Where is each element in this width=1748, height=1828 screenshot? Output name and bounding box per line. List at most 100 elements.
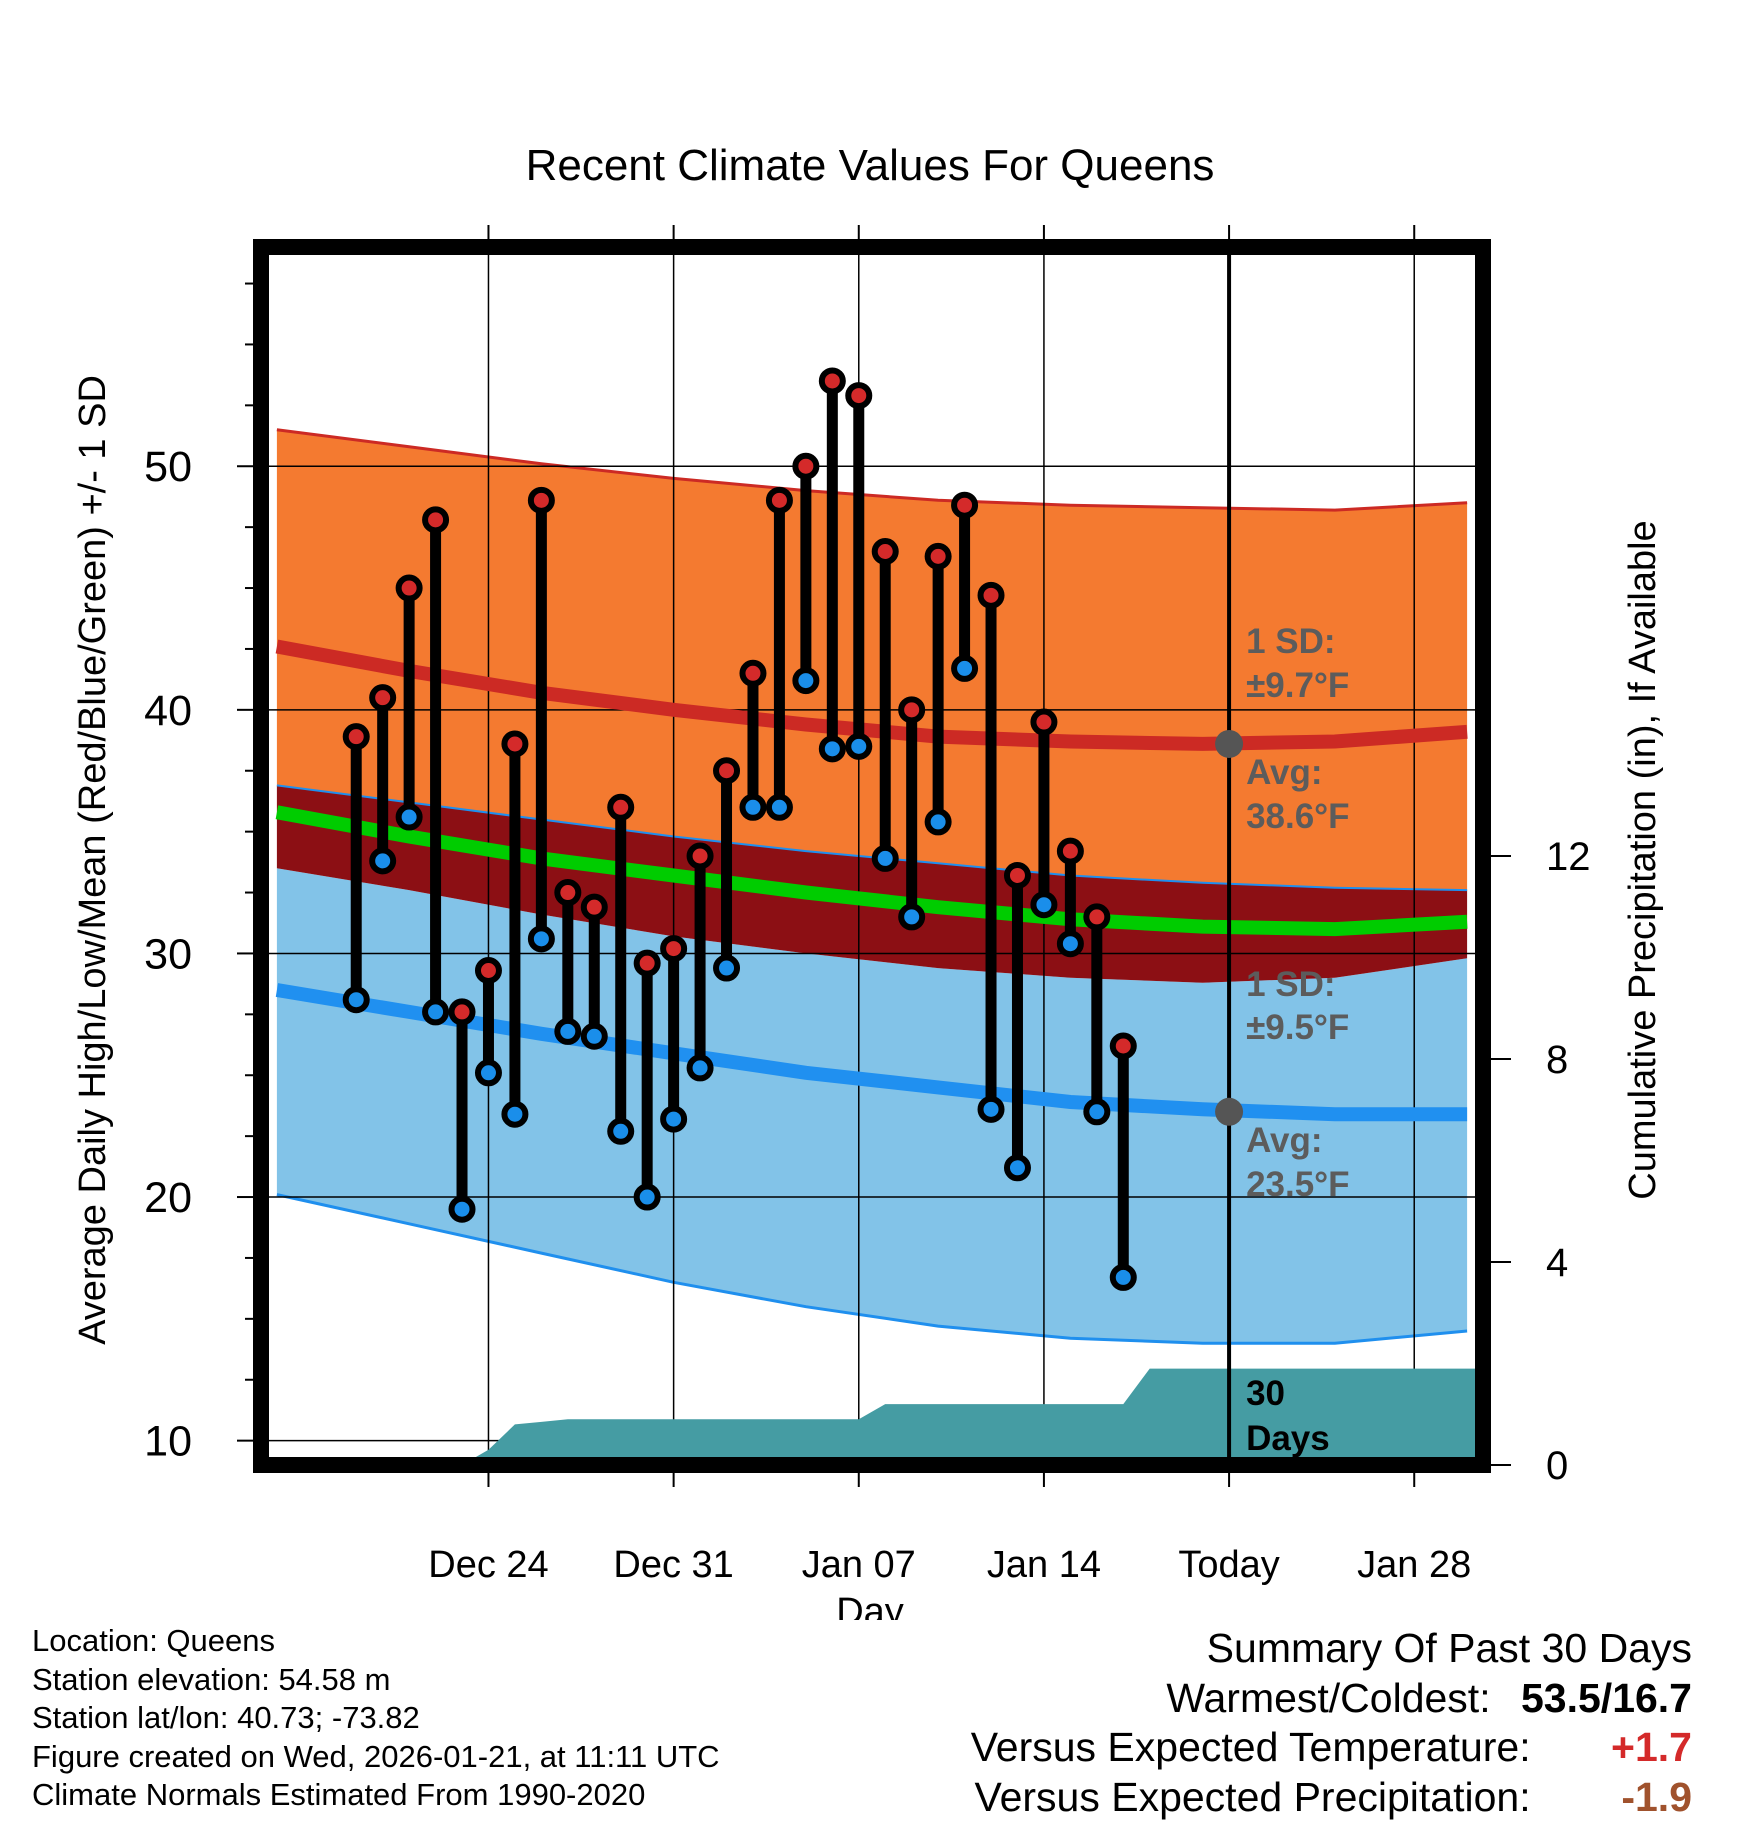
y2-tick-label: 12 — [1546, 835, 1591, 879]
chart-title: Recent Climate Values For Queens — [526, 141, 1215, 190]
today-high-avg-dot — [1215, 729, 1244, 758]
precip-vs-expected-label: Versus Expected Precipitation: — [974, 1773, 1531, 1820]
high-point — [1030, 708, 1058, 736]
x-axis-label: Day — [836, 1591, 904, 1620]
x-tick-label: Dec 31 — [613, 1544, 733, 1586]
low-point — [422, 998, 450, 1026]
low-point — [554, 1017, 582, 1045]
low-point — [739, 793, 767, 821]
summary-panel: Summary Of Past 30 Days Warmest/Coldest:… — [971, 1624, 1692, 1822]
high-point — [660, 935, 688, 963]
high-point — [871, 538, 899, 565]
low-point — [474, 1059, 502, 1087]
low-sd-value: ±9.5°F — [1246, 1008, 1349, 1047]
precip-area — [263, 1368, 1481, 1465]
low-point — [580, 1022, 608, 1050]
y2-tick-label: 0 — [1546, 1444, 1568, 1488]
low-point — [818, 735, 846, 763]
high-point — [554, 879, 582, 907]
low-point — [1109, 1263, 1137, 1291]
high-point — [395, 574, 423, 602]
y-tick-label: 10 — [144, 1418, 192, 1466]
low-avg-label: Avg: — [1246, 1121, 1322, 1160]
y-axis-label: Average Daily High/Low/Mean (Red/Blue/Gr… — [72, 375, 114, 1345]
high-point — [527, 486, 555, 514]
x-tick-label: Today — [1178, 1544, 1279, 1586]
summary-precip-row: Versus Expected Precipitation: -1.9 — [971, 1773, 1693, 1823]
high-point — [951, 491, 979, 519]
high-avg-line — [275, 639, 1468, 751]
low-point — [395, 803, 423, 831]
low-point — [633, 1183, 661, 1211]
low-point — [977, 1095, 1005, 1123]
y-tick-label: 50 — [144, 443, 192, 491]
y2-tick-label: 8 — [1546, 1038, 1568, 1082]
high-point — [448, 998, 476, 1026]
low-minus-sd-line — [276, 1193, 1468, 1345]
high-avg-label: Avg: — [1246, 753, 1322, 792]
low-point — [527, 925, 555, 953]
low-point — [713, 954, 741, 982]
summary-warm-cold-row: Warmest/Coldest: 53.5/16.7 — [971, 1674, 1692, 1724]
low-sd-band — [276, 868, 1468, 1344]
low-point — [501, 1100, 529, 1128]
high-point — [924, 542, 952, 570]
low-point — [342, 986, 370, 1014]
high-point — [845, 382, 873, 410]
high-point — [422, 506, 450, 534]
low-point — [924, 808, 952, 836]
low-point — [607, 1117, 635, 1145]
y2-axis-label: Cumulative Precipitation (in), If Availa… — [1622, 520, 1664, 1199]
high-point — [792, 452, 820, 480]
low-point — [448, 1195, 476, 1223]
high-point — [607, 793, 635, 821]
x-tick-label: Dec 24 — [428, 1544, 548, 1586]
low-point — [871, 844, 899, 872]
high-point — [818, 367, 846, 395]
summary-title: Summary Of Past 30 Days — [1206, 1625, 1692, 1671]
high-sd-value: ±9.7°F — [1246, 666, 1349, 705]
today-low-avg-dot — [1215, 1097, 1244, 1126]
high-point — [633, 949, 661, 977]
summary-temp-row: Versus Expected Temperature: +1.7 — [971, 1723, 1692, 1773]
y-tick-label: 40 — [144, 687, 192, 735]
low-point — [1030, 891, 1058, 919]
low-point — [369, 847, 397, 875]
temp-vs-expected-value: +1.7 — [1611, 1724, 1692, 1770]
mean-avg-line — [275, 805, 1468, 937]
x-tick-label: Jan 07 — [802, 1544, 916, 1586]
latlon-text: Station lat/lon: 40.73; -73.82 — [32, 1700, 420, 1735]
high-sd-label: 1 SD: — [1246, 622, 1335, 661]
high-point — [342, 723, 370, 751]
low-point — [898, 903, 926, 931]
high-sd-band — [276, 429, 1468, 891]
y2-tick-label: 4 — [1546, 1241, 1568, 1285]
high-point — [369, 684, 397, 712]
plot-frame — [253, 239, 1491, 1473]
high-point — [1003, 861, 1031, 889]
location-text: Location: Queens — [32, 1623, 276, 1658]
warm-cold-value: 53.5/16.7 — [1521, 1674, 1692, 1721]
high-point — [501, 730, 529, 758]
high-point — [1083, 903, 1111, 931]
precip-vs-expected-value: -1.9 — [1621, 1773, 1692, 1820]
high-point — [1056, 837, 1084, 865]
normals-text: Climate Normals Estimated From 1990-2020 — [32, 1777, 646, 1812]
low-point — [1056, 930, 1084, 958]
climate-chart: Recent Climate Values For Queens 1 SD: ±9… — [72, 141, 1664, 1620]
temp-vs-expected-label: Versus Expected Temperature: — [970, 1724, 1531, 1770]
station-info: Location: Queens Station elevation: 54.5… — [32, 1622, 720, 1815]
low-point — [765, 793, 793, 821]
y-tick-label: 20 — [144, 1174, 192, 1222]
overlap-band — [276, 785, 1468, 983]
high-point — [580, 893, 608, 921]
high-point — [686, 842, 714, 870]
high-plus-sd-line — [276, 428, 1468, 512]
high-point — [713, 757, 741, 785]
low-avg-value: 23.5°F — [1246, 1165, 1350, 1204]
high-point — [765, 486, 793, 514]
low-point — [792, 667, 820, 695]
y-tick-label: 30 — [144, 930, 192, 978]
low-point — [1083, 1098, 1111, 1126]
high-avg-value: 38.6°F — [1246, 797, 1350, 836]
